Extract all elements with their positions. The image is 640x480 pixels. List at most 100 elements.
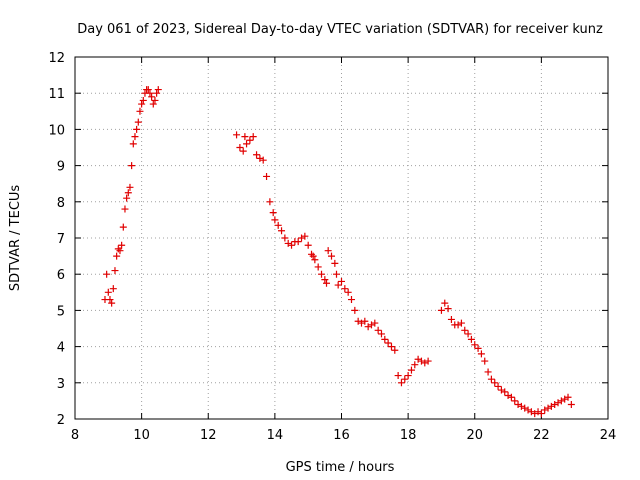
- y-axis-label: SDTVAR / TECUs: [8, 185, 23, 292]
- data-point: [437, 306, 445, 314]
- data-point: [113, 252, 121, 260]
- data-point: [134, 118, 142, 126]
- data-point: [123, 194, 131, 202]
- data-point: [328, 252, 336, 260]
- data-point: [111, 267, 119, 275]
- data-point: [274, 221, 282, 229]
- data-point: [367, 321, 375, 329]
- data-point: [311, 256, 319, 264]
- data-point: [481, 357, 489, 365]
- x-axis-label: GPS time / hours: [286, 460, 395, 475]
- data-point: [531, 410, 539, 418]
- data-point: [384, 339, 392, 347]
- data-point: [521, 404, 529, 412]
- data-point: [236, 144, 244, 151]
- y-tick-label: 11: [48, 87, 65, 102]
- data-point: [354, 317, 362, 325]
- data-point: [138, 100, 146, 108]
- data-point: [301, 232, 309, 240]
- data-point: [136, 107, 144, 115]
- data-point: [133, 125, 141, 133]
- y-tick-label: 10: [48, 123, 65, 138]
- data-point: [527, 408, 535, 416]
- data-point: [394, 372, 402, 380]
- data-point: [467, 335, 475, 343]
- data-point: [484, 368, 492, 376]
- data-point: [347, 296, 355, 304]
- data-point: [263, 172, 271, 180]
- chart-title: Day 061 of 2023, Sidereal Day-to-day VTE…: [77, 22, 603, 37]
- data-point: [411, 361, 419, 369]
- data-point: [414, 355, 422, 363]
- y-tick-label: 8: [57, 196, 65, 211]
- data-point: [541, 406, 549, 414]
- data-point: [308, 250, 316, 258]
- data-point: [537, 410, 545, 418]
- y-tick-label: 3: [57, 377, 65, 392]
- data-point: [121, 205, 129, 213]
- data-point: [253, 151, 261, 159]
- data-point: [514, 401, 522, 409]
- plot-frame: [74, 56, 609, 420]
- data-point: [374, 326, 382, 334]
- x-tick-label: 16: [333, 428, 350, 443]
- data-point: [551, 401, 559, 409]
- y-tick-label: 7: [57, 232, 65, 247]
- data-point: [497, 386, 505, 394]
- data-point: [371, 319, 379, 327]
- data-point: [464, 330, 472, 338]
- data-point: [153, 89, 161, 97]
- data-point: [278, 227, 286, 235]
- data-point: [266, 198, 274, 206]
- data-point: [144, 86, 152, 94]
- data-point: [124, 189, 132, 197]
- data-point: [504, 391, 512, 399]
- data-point: [281, 234, 289, 242]
- data-point: [544, 404, 552, 412]
- x-tick-label: 20: [466, 428, 483, 443]
- data-point: [334, 281, 342, 289]
- data-point: [474, 344, 482, 352]
- data-point: [381, 335, 389, 343]
- data-points: [101, 86, 575, 418]
- data-point: [361, 317, 369, 325]
- data-point: [323, 279, 331, 287]
- data-point: [271, 216, 279, 224]
- data-point: [241, 133, 249, 141]
- y-tick-label: 5: [57, 304, 65, 319]
- data-point: [284, 239, 292, 247]
- data-point: [407, 366, 415, 374]
- data-point: [364, 323, 372, 331]
- data-point: [344, 288, 352, 296]
- data-point: [318, 270, 326, 278]
- data-point: [501, 388, 509, 396]
- x-tick-label: 8: [71, 428, 79, 443]
- data-point: [151, 96, 159, 104]
- data-point: [341, 285, 349, 293]
- y-tick-label: 4: [57, 341, 65, 356]
- data-point: [309, 252, 317, 260]
- data-point: [404, 372, 412, 380]
- data-point: [288, 241, 296, 249]
- data-point: [554, 399, 562, 407]
- data-point: [119, 223, 127, 231]
- data-point: [154, 86, 162, 94]
- data-point: [259, 156, 267, 164]
- data-point: [561, 395, 569, 403]
- data-point: [294, 238, 302, 246]
- data-point: [447, 315, 455, 323]
- axis-ticks: 8 10 12 14 16 18 20 22 24 2 3 4 5 6 7 8 9 10 11 12: [48, 51, 616, 443]
- data-point: [507, 393, 515, 401]
- data-point: [494, 382, 502, 390]
- data-point: [547, 402, 555, 410]
- data-point: [128, 162, 136, 170]
- x-tick-label: 18: [400, 428, 417, 443]
- data-point: [401, 375, 409, 383]
- data-point: [148, 93, 156, 101]
- data-point: [118, 241, 126, 249]
- data-point: [471, 341, 479, 349]
- data-point: [351, 306, 359, 314]
- y-tick-label: 2: [57, 413, 65, 428]
- data-point: [387, 343, 395, 351]
- y-tick-label: 6: [57, 268, 65, 283]
